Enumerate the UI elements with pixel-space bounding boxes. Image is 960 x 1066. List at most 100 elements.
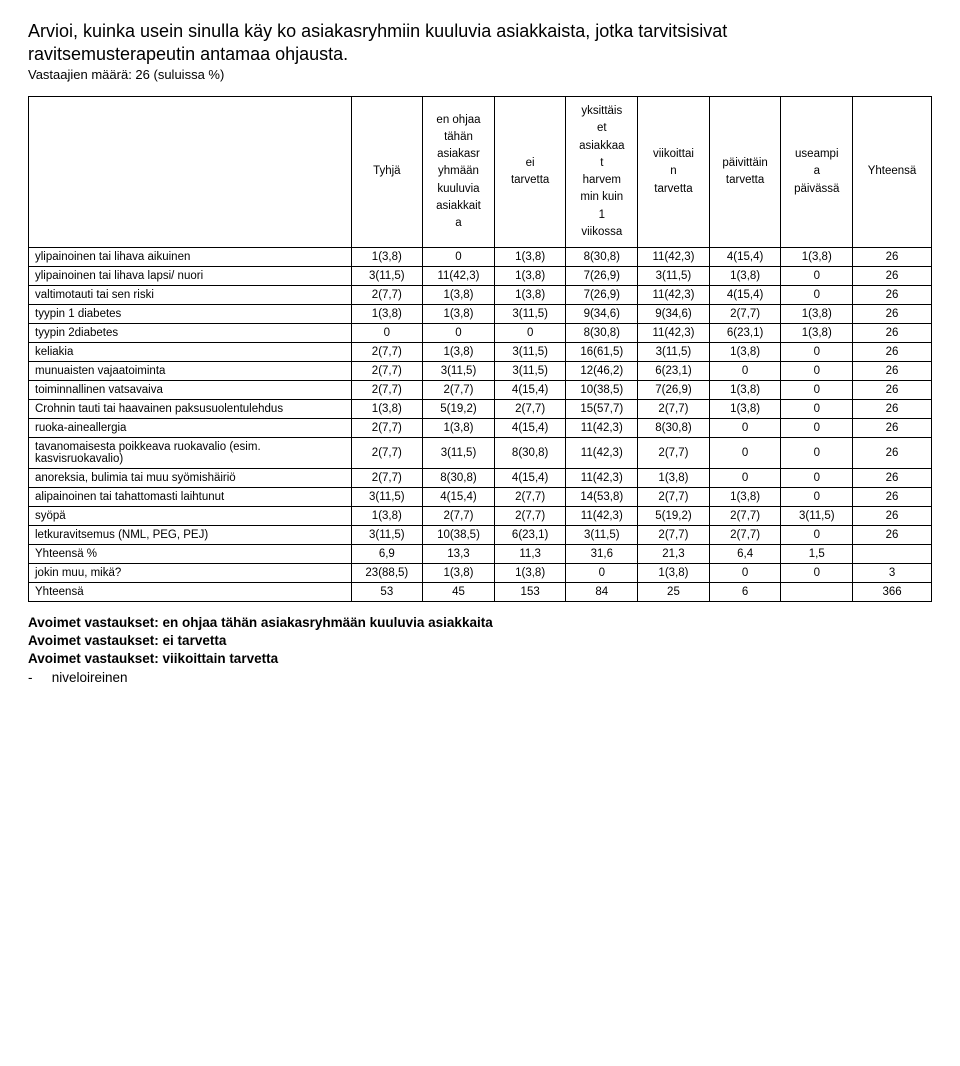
- cell: 2(7,7): [351, 438, 423, 469]
- cell: 2(7,7): [351, 362, 423, 381]
- header-ei-tarvetta: eitarvetta: [494, 97, 566, 248]
- cell: 1(3,8): [709, 267, 781, 286]
- cell: 3(11,5): [638, 267, 710, 286]
- footer-line-3: Avoimet vastaukset: viikoittain tarvetta: [28, 650, 932, 668]
- cell: 2(7,7): [494, 488, 566, 507]
- cell: 8(30,8): [566, 248, 638, 267]
- cell: 3(11,5): [494, 343, 566, 362]
- cell: 11(42,3): [423, 267, 495, 286]
- cell: 0: [709, 438, 781, 469]
- row-label: anoreksia, bulimia tai muu syömishäiriö: [29, 469, 352, 488]
- cell: 0: [709, 564, 781, 583]
- title-line-1: Arvioi, kuinka usein sinulla käy ko asia…: [28, 21, 727, 41]
- row-label: valtimotauti tai sen riski: [29, 286, 352, 305]
- cell: 2(7,7): [351, 381, 423, 400]
- table-row: tavanomaisesta poikkeava ruokavalio (esi…: [29, 438, 932, 469]
- table-row: syöpä1(3,8)2(7,7)2(7,7)11(42,3)5(19,2)2(…: [29, 507, 932, 526]
- cell: 12(46,2): [566, 362, 638, 381]
- cell: 0: [709, 469, 781, 488]
- cell: 1,5: [781, 545, 853, 564]
- cell: 2(7,7): [638, 400, 710, 419]
- row-label: tyypin 1 diabetes: [29, 305, 352, 324]
- dash-bullet: -: [28, 669, 48, 687]
- cell: 0: [423, 324, 495, 343]
- cell: 1(3,8): [709, 343, 781, 362]
- cell: 1(3,8): [494, 286, 566, 305]
- cell: 1(3,8): [638, 564, 710, 583]
- footer-line-4: - niveloireinen: [28, 669, 932, 687]
- cell: 3(11,5): [351, 267, 423, 286]
- row-label: alipainoinen tai tahattomasti laihtunut: [29, 488, 352, 507]
- cell: 2(7,7): [351, 469, 423, 488]
- cell: 26: [853, 438, 932, 469]
- cell: 1(3,8): [781, 248, 853, 267]
- table-row: jokin muu, mikä?23(88,5)1(3,8)1(3,8)01(3…: [29, 564, 932, 583]
- cell: 3(11,5): [638, 343, 710, 362]
- cell: 3(11,5): [423, 438, 495, 469]
- cell: 0: [351, 324, 423, 343]
- cell: 45: [423, 583, 495, 602]
- cell: 9(34,6): [638, 305, 710, 324]
- cell: 0: [781, 267, 853, 286]
- cell: 3(11,5): [494, 362, 566, 381]
- cell: 26: [853, 305, 932, 324]
- respondent-count: Vastaajien määrä: 26 (suluissa %): [28, 67, 932, 82]
- cell: 6,9: [351, 545, 423, 564]
- cell: 3(11,5): [781, 507, 853, 526]
- title-line-2: ravitsemusterapeutin antamaa ohjausta.: [28, 44, 348, 64]
- cell: 0: [781, 381, 853, 400]
- cell: 1(3,8): [494, 564, 566, 583]
- cell: 3: [853, 564, 932, 583]
- row-label: jokin muu, mikä?: [29, 564, 352, 583]
- cell: 4(15,4): [709, 286, 781, 305]
- footer-line-1: Avoimet vastaukset: en ohjaa tähän asiak…: [28, 614, 932, 632]
- cell: 1(3,8): [423, 305, 495, 324]
- cell: 11(42,3): [566, 419, 638, 438]
- cell: 0: [566, 564, 638, 583]
- cell: 53: [351, 583, 423, 602]
- cell: 1(3,8): [781, 305, 853, 324]
- cell: 11,3: [494, 545, 566, 564]
- cell: 6(23,1): [494, 526, 566, 545]
- table-row: tyypin 1 diabetes1(3,8)1(3,8)3(11,5)9(34…: [29, 305, 932, 324]
- header-empty: [29, 97, 352, 248]
- cell: 0: [709, 362, 781, 381]
- cell: 1(3,8): [494, 267, 566, 286]
- cell: 26: [853, 286, 932, 305]
- cell: 1(3,8): [423, 564, 495, 583]
- cell: 26: [853, 324, 932, 343]
- table-row: tyypin 2diabetes0008(30,8)11(42,3)6(23,1…: [29, 324, 932, 343]
- cell: 26: [853, 488, 932, 507]
- cell: 8(30,8): [494, 438, 566, 469]
- cell: 8(30,8): [566, 324, 638, 343]
- cell: 4(15,4): [423, 488, 495, 507]
- cell: 6(23,1): [638, 362, 710, 381]
- cell: 3(11,5): [423, 362, 495, 381]
- cell: 31,6: [566, 545, 638, 564]
- cell: 1(3,8): [709, 488, 781, 507]
- cell: 4(15,4): [709, 248, 781, 267]
- cell: 1(3,8): [709, 400, 781, 419]
- cell: 2(7,7): [709, 507, 781, 526]
- row-label: Yhteensä: [29, 583, 352, 602]
- cell: 0: [781, 286, 853, 305]
- cell: 26: [853, 248, 932, 267]
- cell: 4(15,4): [494, 419, 566, 438]
- table-row: alipainoinen tai tahattomasti laihtunut3…: [29, 488, 932, 507]
- cell: 2(7,7): [709, 305, 781, 324]
- data-table: Tyhjä en ohjaatähänasiakasryhmäänkuuluvi…: [28, 96, 932, 602]
- table-row: Yhteensä534515384256366: [29, 583, 932, 602]
- cell: 26: [853, 526, 932, 545]
- cell: 2(7,7): [709, 526, 781, 545]
- cell: 11(42,3): [638, 286, 710, 305]
- header-en-ohjaa: en ohjaatähänasiakasryhmäänkuuluviaasiak…: [423, 97, 495, 248]
- cell: 1(3,8): [494, 248, 566, 267]
- cell: [781, 583, 853, 602]
- page-title: Arvioi, kuinka usein sinulla käy ko asia…: [28, 20, 932, 65]
- table-row: ylipainoinen tai lihava lapsi/ nuori3(11…: [29, 267, 932, 286]
- cell: 1(3,8): [423, 286, 495, 305]
- cell: 1(3,8): [781, 324, 853, 343]
- header-useampi: useampiapäivässä: [781, 97, 853, 248]
- cell: 14(53,8): [566, 488, 638, 507]
- cell: 2(7,7): [423, 507, 495, 526]
